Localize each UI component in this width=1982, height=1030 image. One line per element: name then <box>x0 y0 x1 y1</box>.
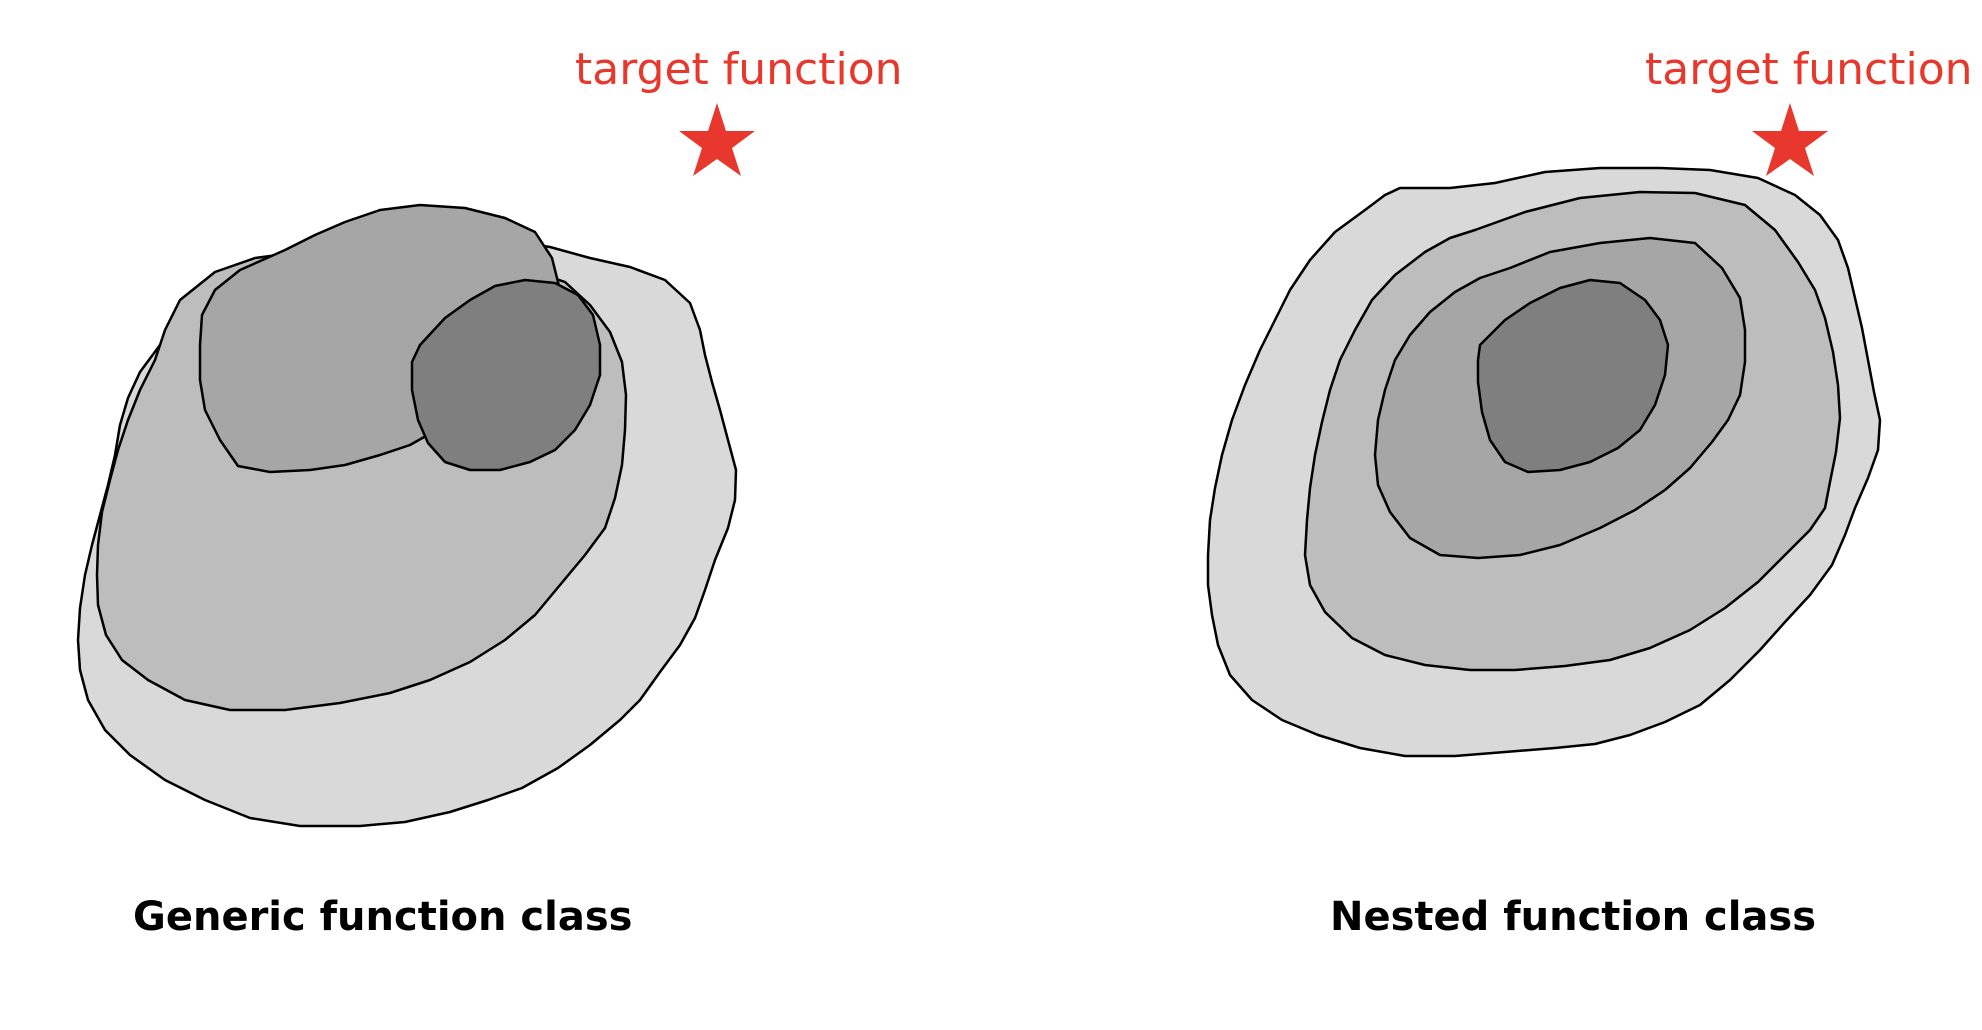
nested-function-class-panel: target function Nested function class <box>1206 44 1973 940</box>
nested-function-class-caption: Nested function class <box>1330 894 1816 940</box>
generic-core-region <box>410 278 602 472</box>
star-icon <box>1752 103 1828 176</box>
nested-core-region <box>1476 278 1670 474</box>
generic-function-class-panel: target function Generic function class <box>76 44 903 940</box>
star-icon <box>679 103 755 176</box>
target-function-label: target function <box>575 44 903 95</box>
target-function-label: target function <box>1645 44 1973 95</box>
generic-function-class-caption: Generic function class <box>133 894 632 940</box>
